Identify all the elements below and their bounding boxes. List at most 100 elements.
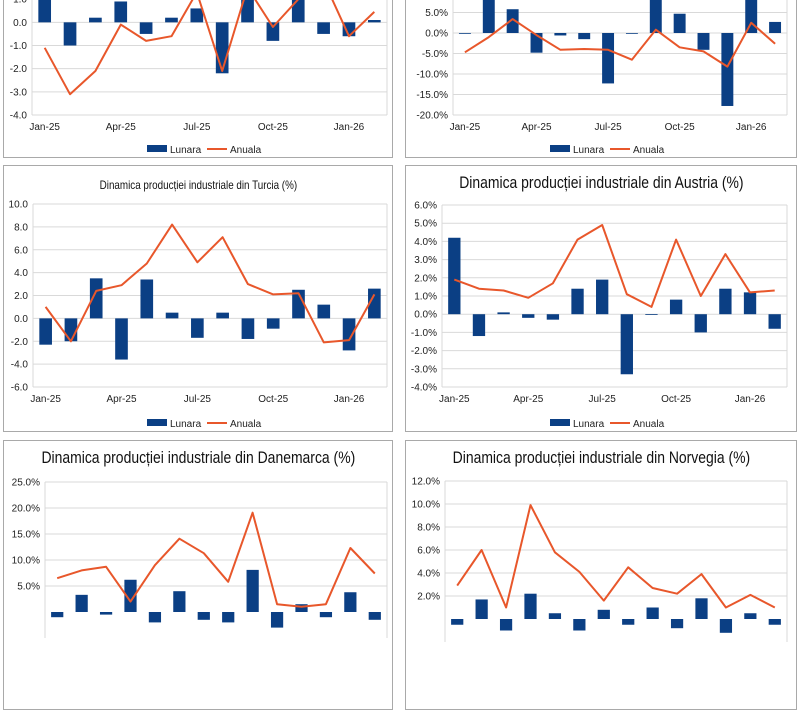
- bar-lunara: [115, 318, 128, 359]
- bar-lunara: [621, 314, 633, 374]
- bar-lunara: [596, 280, 608, 315]
- chart-norvegia: Dinamica producției industriale din Norv…: [405, 440, 797, 710]
- bar-lunara: [448, 238, 460, 314]
- y-tick-label: 25.0%: [12, 478, 40, 489]
- bar-lunara: [51, 612, 63, 617]
- bar-lunara: [320, 612, 332, 617]
- bar-lunara: [695, 598, 707, 619]
- y-tick-label: -5.0%: [422, 49, 448, 60]
- y-tick-label: 2.0%: [414, 273, 437, 284]
- chart-austria: Dinamica producției industriale din Aust…: [405, 165, 797, 432]
- legend-swatch-lunara: [550, 145, 570, 152]
- y-tick-label: 3.0%: [414, 255, 437, 266]
- x-tick-label: Oct-25: [661, 394, 691, 405]
- x-tick-label: Jan-26: [334, 122, 365, 133]
- bar-lunara: [267, 318, 280, 328]
- x-tick-label: Jul-25: [594, 122, 622, 133]
- bar-lunara: [114, 1, 127, 22]
- y-tick-label: 4.0%: [417, 569, 440, 580]
- y-tick-label: 10.0: [9, 200, 29, 211]
- bar-lunara: [247, 570, 259, 612]
- y-tick-label: 0.0%: [425, 29, 448, 40]
- bar-lunara: [626, 33, 638, 34]
- bar-lunara: [745, 0, 757, 33]
- y-tick-label: -2.0%: [411, 346, 437, 357]
- bar-lunara: [451, 619, 463, 625]
- y-tick-label: 4.0: [14, 268, 28, 279]
- y-tick-label: -20.0%: [416, 111, 448, 122]
- bar-lunara: [343, 318, 356, 350]
- x-tick-label: Jan-25: [30, 394, 61, 405]
- bar-lunara: [720, 619, 732, 633]
- x-tick-label: Apr-25: [521, 122, 551, 133]
- x-tick-label: Jan-26: [334, 394, 365, 405]
- x-tick-label: Oct-25: [665, 122, 695, 133]
- x-tick-label: Oct-25: [258, 122, 288, 133]
- y-tick-label: 1.0%: [414, 292, 437, 303]
- bar-lunara: [497, 312, 509, 314]
- bar-lunara: [622, 619, 634, 625]
- bar-lunara: [522, 314, 534, 318]
- legend-label-anuala: Anuala: [633, 419, 665, 430]
- bar-lunara: [38, 0, 51, 22]
- y-tick-label: -3.0: [10, 87, 28, 98]
- bar-lunara: [190, 8, 203, 22]
- y-tick-label: 0.0: [13, 18, 27, 29]
- bar-lunara: [650, 0, 662, 33]
- bar-lunara: [573, 619, 585, 631]
- y-tick-label: 6.0%: [417, 546, 440, 557]
- bar-lunara: [191, 318, 204, 337]
- y-tick-label: -2.0: [11, 337, 29, 348]
- bar-lunara: [645, 314, 657, 315]
- legend-label-anuala: Anuala: [230, 419, 262, 430]
- bar-lunara: [698, 33, 710, 50]
- x-tick-label: Apr-25: [106, 394, 136, 405]
- bar-lunara: [222, 612, 234, 622]
- x-tick-label: Jul-25: [184, 394, 212, 405]
- bar-lunara: [100, 612, 112, 615]
- bar-lunara: [459, 33, 471, 34]
- x-tick-label: Jul-25: [183, 122, 211, 133]
- x-tick-label: Jan-25: [29, 122, 60, 133]
- bar-lunara: [524, 594, 536, 619]
- y-tick-label: 0.0%: [414, 310, 437, 321]
- x-tick-label: Jan-25: [439, 394, 470, 405]
- bar-lunara: [64, 22, 77, 45]
- bar-lunara: [695, 314, 707, 332]
- bar-lunara: [578, 33, 590, 39]
- y-tick-label: 2.0: [14, 291, 28, 302]
- y-tick-label: 10.0%: [12, 556, 40, 567]
- legend-label-lunara: Lunara: [573, 419, 605, 430]
- y-tick-label: -10.0%: [416, 70, 448, 81]
- x-tick-label: Jan-26: [736, 122, 767, 133]
- y-tick-label: -1.0%: [411, 328, 437, 339]
- legend-label-anuala: Anuala: [633, 145, 665, 156]
- bar-lunara: [670, 300, 682, 315]
- y-tick-label: -2.0: [10, 64, 28, 75]
- legend-swatch-lunara: [550, 419, 570, 426]
- bar-lunara: [165, 18, 178, 23]
- y-tick-label: -4.0: [10, 111, 28, 122]
- bar-lunara: [769, 619, 781, 625]
- bar-lunara: [166, 313, 179, 319]
- x-tick-label: Apr-25: [513, 394, 543, 405]
- chart-danemarca: Dinamica producției industriale din Dane…: [3, 440, 393, 710]
- bar-lunara: [473, 314, 485, 336]
- y-tick-label: 2.0%: [417, 592, 440, 603]
- bar-lunara: [598, 610, 610, 619]
- bar-lunara: [744, 613, 756, 619]
- y-tick-label: -6.0: [11, 383, 29, 394]
- bar-lunara: [317, 22, 330, 34]
- bar-lunara: [89, 18, 102, 23]
- y-tick-label: 12.0%: [412, 477, 440, 488]
- y-tick-label: 5.0%: [414, 219, 437, 230]
- bar-lunara: [500, 619, 512, 631]
- chart-turcia: Dinamica producției industriale din Turc…: [3, 165, 393, 432]
- y-tick-label: 8.0%: [417, 523, 440, 534]
- y-tick-label: 8.0: [14, 222, 28, 233]
- bar-lunara: [476, 599, 488, 619]
- bar-lunara: [368, 20, 381, 22]
